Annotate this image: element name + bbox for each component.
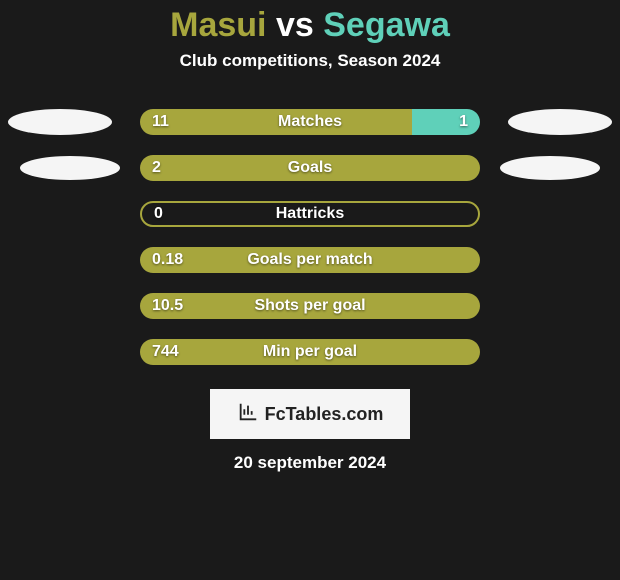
stat-row: 2Goals [0,145,620,191]
stat-label: Min per goal [140,343,480,361]
stat-row: 0Hattricks [0,191,620,237]
stat-label: Goals per match [140,251,480,269]
player1-name: Masui [170,6,266,44]
stat-label: Shots per goal [140,297,480,315]
stat-bar: 0Hattricks [140,201,480,227]
chart-icon [237,401,259,428]
date-text: 20 september 2024 [0,453,620,473]
stat-label: Goals [140,159,480,177]
stat-bar: 2Goals [140,155,480,181]
player2-badge [508,109,612,135]
stat-bar: 744Min per goal [140,339,480,365]
player2-badge [500,156,600,180]
player2-name: Segawa [323,6,450,44]
stat-row: 744Min per goal [0,329,620,375]
comparison-title: Masui vs Segawa [0,0,620,45]
stat-label: Hattricks [142,205,478,223]
logo-box: FcTables.com [210,389,410,439]
stat-bar: 10.5Shots per goal [140,293,480,319]
logo-text: FcTables.com [265,404,384,425]
stat-label: Matches [140,113,480,131]
stat-bar: 0.18Goals per match [140,247,480,273]
comparison-chart: 111Matches 2Goals 0Hattricks 0.18Goals per … [0,99,620,375]
stat-bar: 111Matches [140,109,480,135]
player1-badge [20,156,120,180]
player1-badge [8,109,112,135]
stat-row: 0.18Goals per match [0,237,620,283]
stat-row: 111Matches [0,99,620,145]
stat-row: 10.5Shots per goal [0,283,620,329]
subtitle: Club competitions, Season 2024 [0,51,620,71]
vs-text: vs [276,6,314,44]
